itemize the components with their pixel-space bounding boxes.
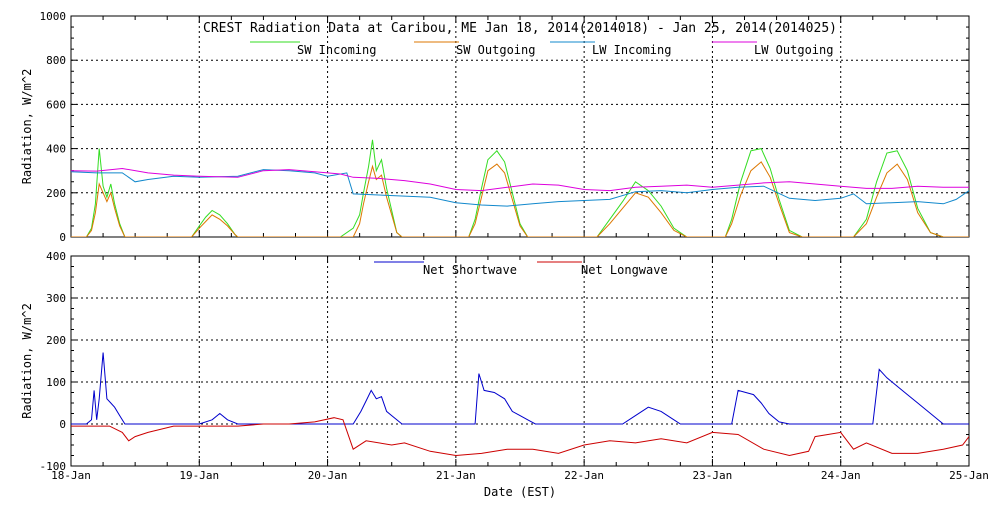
- legend: Net Shortwave Net Longwave: [374, 261, 668, 277]
- y-tick-label: -100: [40, 460, 67, 473]
- y-axis-label: Radiation, W/m^2: [20, 69, 34, 185]
- legend-label-lw-incoming: LW Incoming: [592, 43, 671, 57]
- y-tick-label: 300: [46, 292, 66, 305]
- x-tick-label: 18-Jan: [51, 469, 91, 482]
- y-tick-label: 0: [59, 231, 66, 244]
- y-tick-label: 800: [46, 54, 66, 67]
- plot-frame: [70, 255, 970, 467]
- legend-label-net-shortwave: Net Shortwave: [423, 263, 517, 277]
- gridlines: [71, 16, 969, 237]
- y-axis: 0 200 400 600 800 1000: [40, 10, 969, 244]
- legend-label-lw-outgoing: LW Outgoing: [754, 43, 833, 57]
- chart-title: CREST Radiation Data at Caribou, ME Jan …: [203, 21, 837, 36]
- y-tick-label: 100: [46, 376, 66, 389]
- panel-components: 0 200 400 600 800 1000 Radiation, W/m^2 CREST R…: [20, 10, 970, 244]
- y-tick-label: 400: [46, 143, 66, 156]
- series-line-lw-incoming: [71, 169, 969, 207]
- y-tick-label: 200: [46, 187, 66, 200]
- panel-net: -100 0 100 200 300 400 18-Jan 19-Jan 20-Jan 21-Ja…: [20, 250, 989, 499]
- x-tick-label: 25-Jan: [949, 469, 989, 482]
- y-tick-label: 0: [59, 418, 66, 431]
- x-tick-label: 19-Jan: [179, 469, 219, 482]
- legend: SW Incoming SW Outgoing LW Incoming LW Outg…: [250, 41, 833, 57]
- y-axis-label: Radiation, W/m^2: [20, 303, 34, 419]
- y-tick-label: 400: [46, 250, 66, 263]
- gridlines: [71, 256, 969, 466]
- y-tick-label: 1000: [40, 10, 67, 23]
- series-line-sw-outgoing: [71, 161, 969, 237]
- x-tick-label: 24-Jan: [821, 469, 861, 482]
- x-axis: 18-Jan 19-Jan 20-Jan 21-Jan 22-Jan 23-Jan 24-J…: [51, 256, 989, 482]
- y-tick-label: 200: [46, 334, 66, 347]
- series-line-lw-outgoing: [71, 167, 969, 192]
- series-line-sw-incoming: [71, 139, 969, 237]
- x-tick-label: 22-Jan: [564, 469, 604, 482]
- y-tick-label: 600: [46, 98, 66, 111]
- legend-label-sw-incoming: SW Incoming: [297, 43, 376, 57]
- legend-label-sw-outgoing: SW Outgoing: [456, 43, 535, 57]
- series-group: [71, 139, 969, 237]
- legend-label-net-longwave: Net Longwave: [581, 263, 668, 277]
- series-line-net-longwave: [71, 417, 969, 457]
- x-tick-label: 23-Jan: [693, 469, 733, 482]
- series-group: [71, 352, 969, 457]
- y-axis: -100 0 100 200 300 400: [40, 250, 969, 473]
- x-tick-label: 20-Jan: [308, 469, 348, 482]
- x-tick-label: 21-Jan: [436, 469, 476, 482]
- x-axis-label: Date (EST): [484, 485, 556, 499]
- series-line-net-shortwave: [71, 352, 969, 425]
